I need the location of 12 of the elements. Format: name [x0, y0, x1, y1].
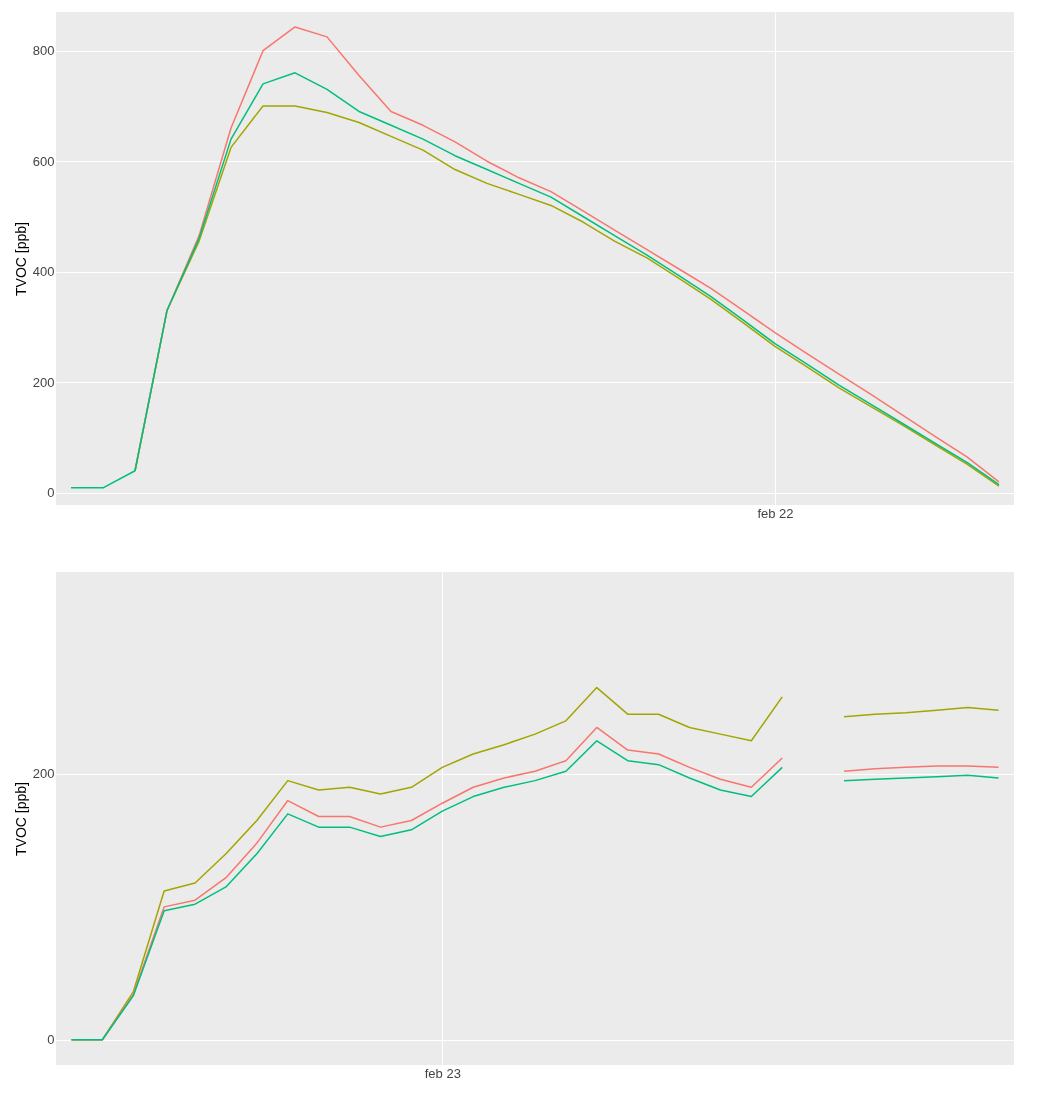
y-axis-title: TVOC [ppb]	[12, 222, 29, 296]
y-tick-label: 0	[47, 485, 55, 501]
y-tick-label: 400	[32, 264, 55, 280]
y-tick-label: 800	[32, 43, 55, 59]
x-tick-label: feb 23	[424, 1065, 461, 1081]
line-series	[843, 706, 1000, 718]
y-tick-label: 200	[32, 374, 55, 390]
y-tick-label: 200	[32, 766, 55, 782]
x-tick-label: feb 22	[757, 505, 794, 521]
y-tick-label: 0	[47, 1032, 55, 1048]
y-tick-label: 600	[32, 153, 55, 169]
y-axis-title: TVOC [ppb]	[12, 782, 29, 856]
